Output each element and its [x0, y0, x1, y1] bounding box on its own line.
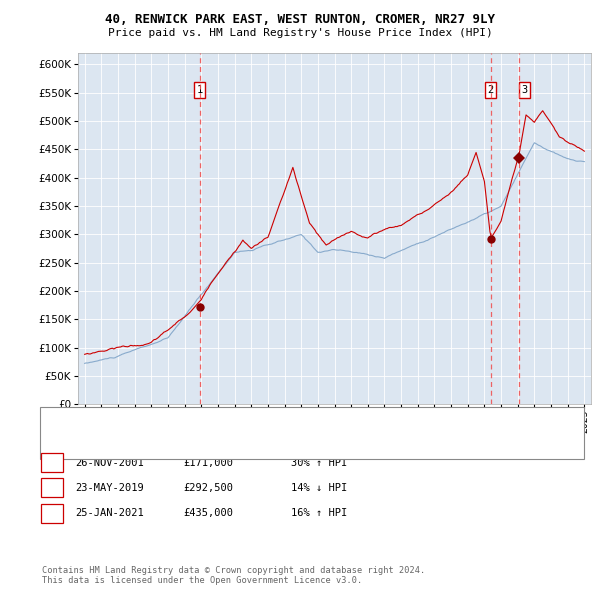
Text: 30% ↑ HPI: 30% ↑ HPI [291, 458, 347, 467]
Text: 3: 3 [521, 85, 528, 95]
Text: 14% ↓ HPI: 14% ↓ HPI [291, 483, 347, 493]
Text: 26-NOV-2001: 26-NOV-2001 [75, 458, 144, 467]
Text: 23-MAY-2019: 23-MAY-2019 [75, 483, 144, 493]
Text: Contains HM Land Registry data © Crown copyright and database right 2024.
This d: Contains HM Land Registry data © Crown c… [42, 566, 425, 585]
Text: £171,000: £171,000 [183, 458, 233, 467]
Text: Price paid vs. HM Land Registry's House Price Index (HPI): Price paid vs. HM Land Registry's House … [107, 28, 493, 38]
Text: 25-JAN-2021: 25-JAN-2021 [75, 509, 144, 518]
Text: 1: 1 [49, 458, 55, 467]
Text: 40, RENWICK PARK EAST, WEST RUNTON, CROMER, NR27 9LY: 40, RENWICK PARK EAST, WEST RUNTON, CROM… [105, 13, 495, 26]
Text: £292,500: £292,500 [183, 483, 233, 493]
Text: HPI: Average price, detached house, North Norfolk: HPI: Average price, detached house, Nort… [80, 441, 368, 451]
Text: 40, RENWICK PARK EAST, WEST RUNTON, CROMER, NR27 9LY (detached house): 40, RENWICK PARK EAST, WEST RUNTON, CROM… [80, 418, 485, 428]
Text: 16% ↑ HPI: 16% ↑ HPI [291, 509, 347, 518]
Text: 3: 3 [49, 509, 55, 518]
Text: 2: 2 [49, 483, 55, 493]
Text: 2: 2 [488, 85, 494, 95]
Text: £435,000: £435,000 [183, 509, 233, 518]
Text: 1: 1 [196, 85, 203, 95]
